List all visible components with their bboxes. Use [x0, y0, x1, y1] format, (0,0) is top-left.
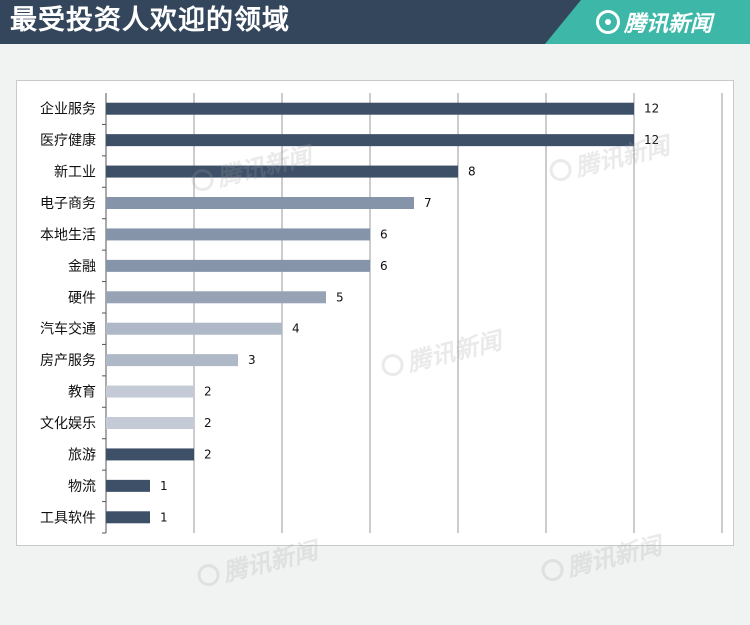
value-label: 3 — [248, 353, 256, 367]
watermark-logo-icon — [539, 556, 566, 583]
category-label: 旅游 — [68, 447, 96, 463]
category-label: 新工业 — [54, 165, 96, 181]
bar — [106, 417, 194, 429]
category-label: 教育 — [68, 385, 96, 401]
brand-name: 腾讯新闻 — [624, 12, 713, 37]
bar — [106, 322, 282, 335]
bar — [106, 448, 194, 461]
bar — [106, 102, 634, 115]
grid-lines — [102, 93, 723, 534]
value-label: 2 — [204, 447, 212, 461]
bar — [106, 385, 194, 398]
tencent-news-logo-icon — [596, 10, 620, 34]
value-label: 12 — [644, 133, 659, 147]
value-label: 4 — [292, 322, 300, 336]
page-title: 最受投资人欢迎的领域 — [10, 5, 290, 36]
value-label: 2 — [204, 385, 212, 399]
bar — [106, 197, 414, 209]
category-label: 金融 — [68, 259, 96, 275]
category-labels: 企业服务医疗健康新工业电子商务本地生活金融硬件汽车交通房产服务教育文化娱乐旅游物… — [40, 101, 96, 527]
value-label: 8 — [468, 165, 476, 179]
value-label: 2 — [204, 416, 212, 430]
bar — [106, 165, 458, 178]
category-label: 医疗健康 — [40, 132, 96, 149]
bars — [106, 102, 634, 524]
category-label: 本地生活 — [40, 227, 96, 243]
value-label: 1 — [160, 510, 168, 524]
value-label: 5 — [336, 290, 344, 304]
brand-logo: 腾讯新闻 — [596, 7, 712, 37]
value-label: 1 — [160, 479, 168, 493]
value-label: 7 — [424, 196, 432, 210]
value-label: 12 — [644, 102, 659, 116]
value-label: 6 — [380, 227, 388, 241]
header-bar: 最受投资人欢迎的领域 腾讯新闻 — [0, 0, 750, 44]
category-label: 电子商务 — [40, 196, 96, 212]
chart-panel: 企业服务医疗健康新工业电子商务本地生活金融硬件汽车交通房产服务教育文化娱乐旅游物… — [16, 80, 734, 546]
category-label: 文化娱乐 — [40, 416, 96, 432]
category-label: 物流 — [68, 479, 96, 495]
category-label: 企业服务 — [40, 101, 96, 118]
category-label: 工具软件 — [40, 510, 96, 526]
bar-chart: 企业服务医疗健康新工业电子商务本地生活金融硬件汽车交通房产服务教育文化娱乐旅游物… — [40, 93, 723, 534]
category-label: 房产服务 — [40, 353, 96, 369]
value-label: 6 — [380, 259, 388, 273]
bar — [106, 354, 238, 367]
bar — [106, 228, 370, 241]
bar — [106, 259, 370, 272]
bar — [106, 479, 150, 492]
category-label: 汽车交通 — [40, 321, 96, 338]
bar — [106, 291, 326, 304]
value-labels: 12 12 8 7 6 6 5 4 3 2 2 2 1 1 — [160, 102, 659, 525]
watermark-logo-icon — [195, 561, 222, 588]
category-label: 硬件 — [68, 290, 96, 306]
bar — [106, 511, 150, 524]
bar — [106, 134, 634, 147]
brand-banner — [545, 0, 750, 44]
